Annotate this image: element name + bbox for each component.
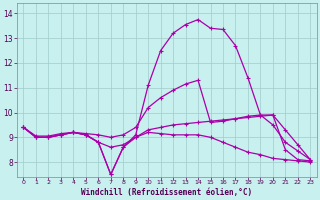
X-axis label: Windchill (Refroidissement éolien,°C): Windchill (Refroidissement éolien,°C) [81, 188, 252, 197]
